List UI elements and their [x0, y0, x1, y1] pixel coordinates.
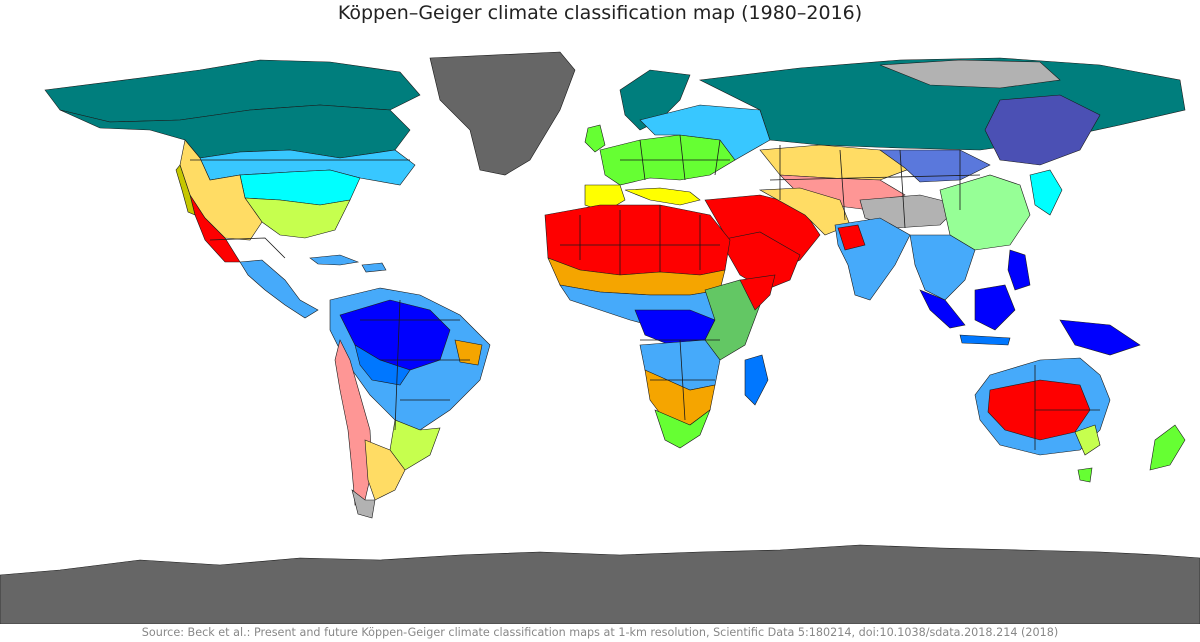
country-borders	[190, 134, 1100, 450]
borneo	[974, 284, 1016, 331]
map-source-caption: Source: Beck et al.: Present and future …	[141, 626, 1059, 639]
philippines	[1007, 249, 1031, 291]
java	[959, 334, 1011, 346]
border-asia-grid	[769, 145, 981, 229]
sa-patagonia	[364, 439, 406, 501]
na-pacific-coast	[175, 164, 196, 216]
antarctica-ice	[0, 544, 1200, 624]
greenland	[429, 51, 576, 176]
caribbean	[309, 254, 387, 273]
korea-japan	[1029, 169, 1063, 216]
australia-southeast	[1074, 424, 1101, 456]
mexico-tropics	[239, 259, 319, 319]
arctic-tundra	[879, 59, 1061, 89]
border-sahara-grid	[560, 205, 720, 275]
map-title: Köppen–Geiger climate classification map…	[337, 2, 863, 24]
india-thar	[837, 224, 866, 251]
border-africa-south-grid	[640, 339, 720, 421]
africa	[544, 204, 776, 449]
eastern-europe	[639, 104, 771, 161]
border-australia-grid	[1034, 365, 1100, 450]
madagascar	[744, 354, 769, 406]
tibet-tundra	[859, 194, 961, 229]
world-climate-map[interactable]	[0, 28, 1200, 624]
maritime-southeast-asia	[919, 249, 1141, 356]
border-sa-grid	[360, 299, 470, 431]
southeast-asia	[909, 234, 976, 301]
border-europe-grid	[620, 134, 730, 181]
horn-of-africa	[739, 274, 776, 311]
tasmania	[1077, 467, 1093, 483]
na-humid-subtropical	[244, 197, 351, 239]
mediterranean	[624, 187, 701, 206]
na-west-desert	[189, 194, 241, 263]
asia	[698, 57, 1186, 301]
australia	[974, 357, 1186, 483]
arabian-peninsula	[719, 231, 801, 291]
sa-southern-tip	[351, 489, 376, 519]
uk-ireland	[584, 124, 606, 153]
cuba	[309, 254, 360, 266]
new-guinea	[1059, 319, 1141, 356]
south-africa	[654, 409, 711, 449]
border-us-mexico	[209, 237, 286, 259]
east-siberia-winter-dry	[984, 94, 1101, 166]
antarctica	[0, 544, 1200, 624]
south-america	[329, 287, 491, 519]
scandinavia	[619, 69, 691, 131]
hispaniola	[361, 262, 387, 273]
sahara-desert	[544, 204, 731, 276]
sa-northeast-dry	[454, 339, 483, 366]
new-zealand	[1149, 424, 1186, 471]
sumatra	[919, 289, 966, 329]
greenland-ice	[429, 51, 576, 176]
north-america	[44, 59, 421, 319]
